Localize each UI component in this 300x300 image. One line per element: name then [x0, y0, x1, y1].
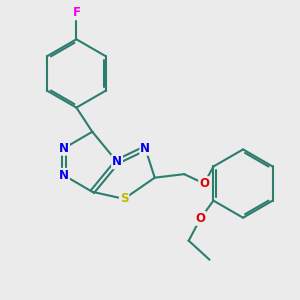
- Text: S: S: [120, 192, 128, 206]
- Text: N: N: [140, 142, 150, 155]
- Text: N: N: [59, 142, 69, 155]
- Text: N: N: [59, 169, 69, 182]
- Text: O: O: [196, 212, 206, 225]
- Text: F: F: [72, 6, 80, 19]
- Text: O: O: [199, 177, 209, 190]
- Text: N: N: [112, 155, 122, 168]
